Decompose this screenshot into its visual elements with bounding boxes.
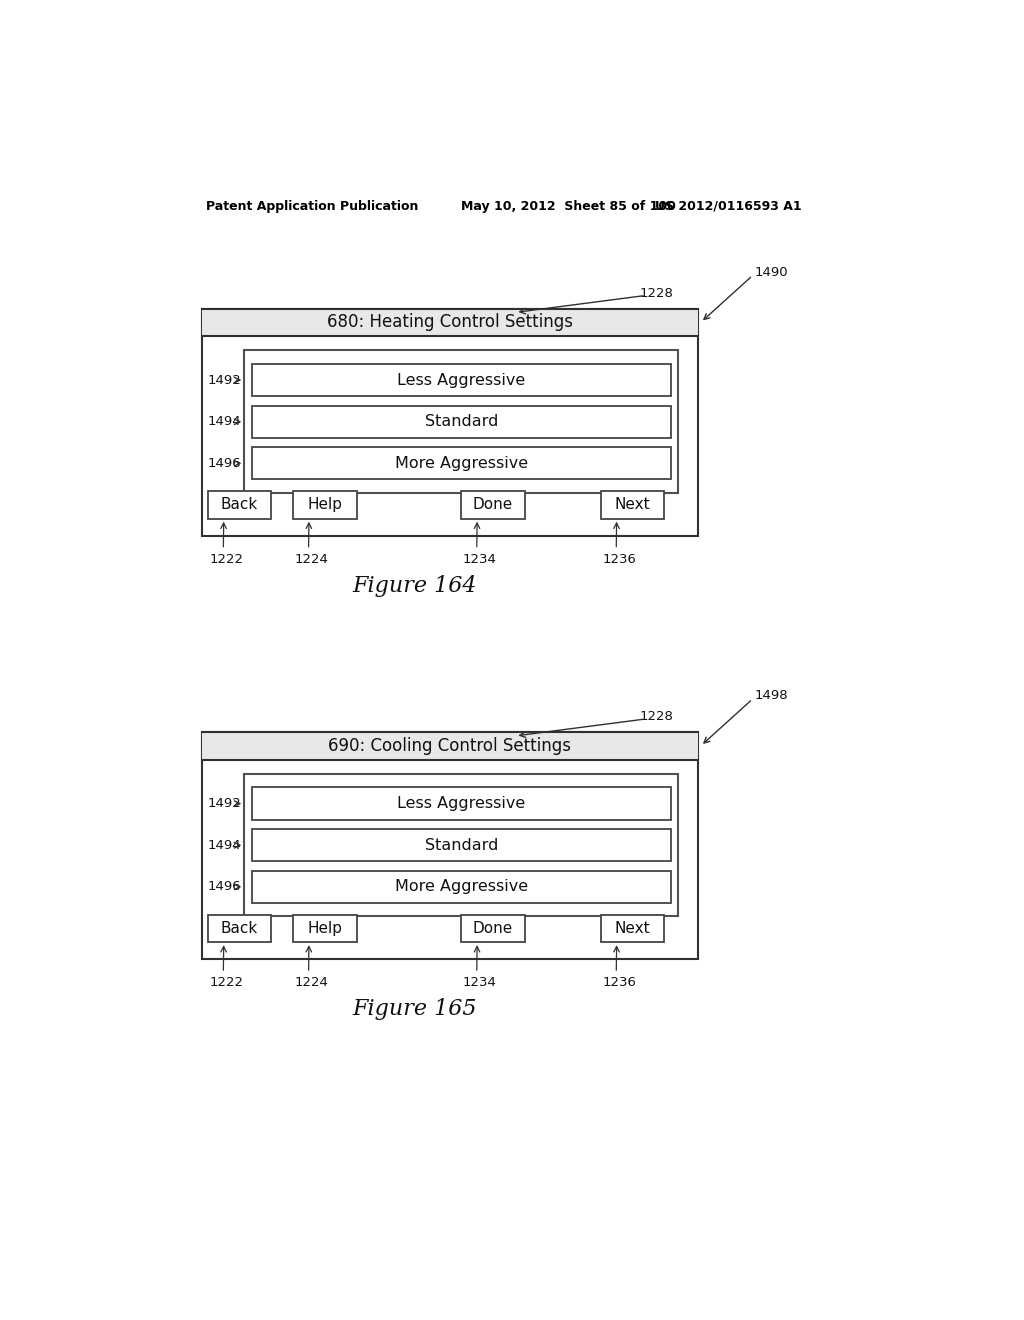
Text: 1494: 1494 bbox=[208, 416, 242, 428]
Text: 1228: 1228 bbox=[640, 710, 674, 723]
Bar bbox=[293, 915, 356, 942]
Bar bbox=[461, 491, 524, 519]
Text: 690: Cooling Control Settings: 690: Cooling Control Settings bbox=[328, 737, 571, 755]
Bar bbox=[245, 774, 678, 916]
Bar bbox=[208, 915, 271, 942]
Text: Next: Next bbox=[614, 498, 650, 512]
Text: Figure 164: Figure 164 bbox=[352, 574, 477, 597]
Text: May 10, 2012  Sheet 85 of 100: May 10, 2012 Sheet 85 of 100 bbox=[461, 199, 676, 213]
Bar bbox=[202, 733, 697, 760]
Bar bbox=[252, 788, 671, 820]
Text: 1496: 1496 bbox=[208, 457, 242, 470]
Text: Standard: Standard bbox=[425, 414, 498, 429]
Text: 1492: 1492 bbox=[208, 797, 242, 810]
Bar bbox=[601, 491, 665, 519]
Text: Back: Back bbox=[221, 498, 258, 512]
Text: 1494: 1494 bbox=[208, 838, 242, 851]
Text: Less Aggressive: Less Aggressive bbox=[397, 372, 525, 388]
Text: Help: Help bbox=[307, 498, 342, 512]
Bar bbox=[208, 491, 271, 519]
Bar bbox=[252, 405, 671, 438]
Bar bbox=[202, 733, 697, 960]
Text: Done: Done bbox=[473, 921, 513, 936]
Text: Patent Application Publication: Patent Application Publication bbox=[206, 199, 418, 213]
Text: Standard: Standard bbox=[425, 838, 498, 853]
Text: 680: Heating Control Settings: 680: Heating Control Settings bbox=[327, 313, 572, 331]
Bar bbox=[461, 915, 524, 942]
Bar bbox=[245, 350, 678, 492]
Text: Less Aggressive: Less Aggressive bbox=[397, 796, 525, 812]
Text: 1498: 1498 bbox=[755, 689, 787, 702]
Bar bbox=[202, 309, 697, 536]
Bar bbox=[252, 871, 671, 903]
Bar bbox=[601, 915, 665, 942]
Text: 1236: 1236 bbox=[602, 977, 636, 989]
Text: 1228: 1228 bbox=[640, 286, 674, 300]
Text: 1496: 1496 bbox=[208, 880, 242, 894]
Text: 1490: 1490 bbox=[755, 265, 787, 279]
Text: 1236: 1236 bbox=[602, 553, 636, 566]
Bar bbox=[252, 447, 671, 479]
Text: 1224: 1224 bbox=[295, 977, 329, 989]
Text: More Aggressive: More Aggressive bbox=[394, 879, 527, 895]
Text: Done: Done bbox=[473, 498, 513, 512]
Text: Help: Help bbox=[307, 921, 342, 936]
Text: Figure 165: Figure 165 bbox=[352, 998, 477, 1020]
Text: US 2012/0116593 A1: US 2012/0116593 A1 bbox=[655, 199, 802, 213]
Text: 1222: 1222 bbox=[209, 977, 244, 989]
Text: 1222: 1222 bbox=[209, 553, 244, 566]
Text: 1234: 1234 bbox=[463, 553, 497, 566]
Text: Back: Back bbox=[221, 921, 258, 936]
Text: 1492: 1492 bbox=[208, 374, 242, 387]
Bar bbox=[202, 309, 697, 337]
Text: 1234: 1234 bbox=[463, 977, 497, 989]
Bar bbox=[252, 829, 671, 862]
Text: Next: Next bbox=[614, 921, 650, 936]
Text: More Aggressive: More Aggressive bbox=[394, 455, 527, 471]
Bar bbox=[252, 364, 671, 396]
Text: 1224: 1224 bbox=[295, 553, 329, 566]
Bar bbox=[293, 491, 356, 519]
